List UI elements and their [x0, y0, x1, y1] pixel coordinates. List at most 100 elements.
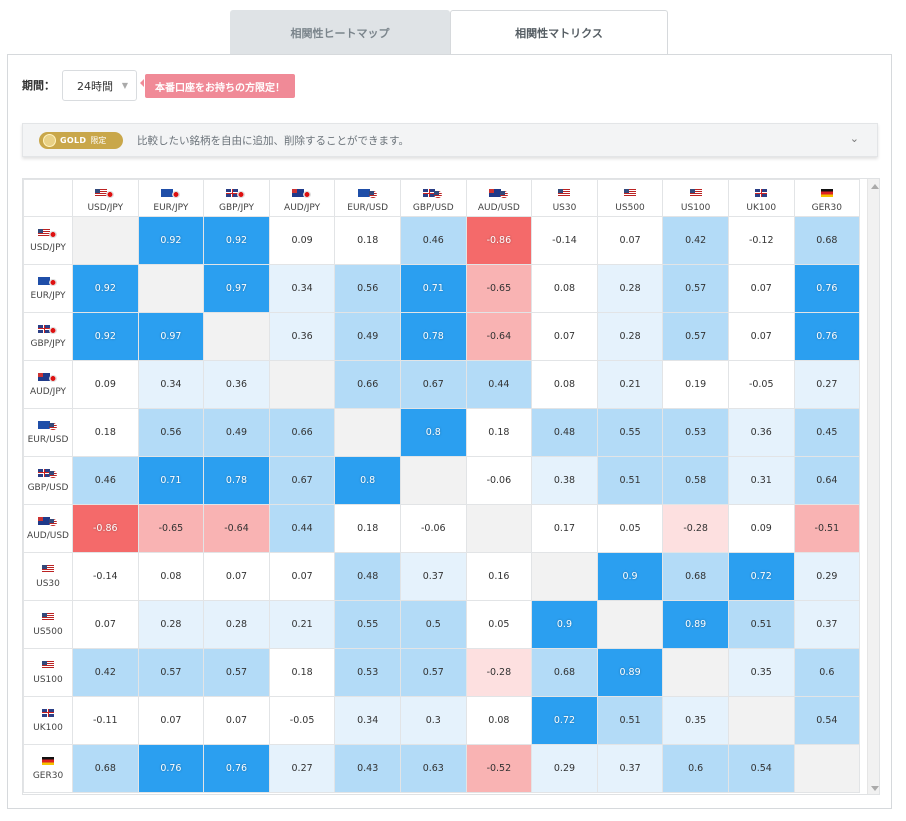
- matrix-cell: 0.42: [72, 648, 139, 697]
- column-header: US100: [662, 179, 729, 217]
- flag-icon: [686, 189, 706, 198]
- matrix-cell: 0.68: [531, 648, 598, 697]
- matrix-cell: 0.34: [334, 696, 401, 745]
- matrix-cell: 0.71: [399, 264, 467, 313]
- matrix-cell: 0.66: [268, 408, 336, 457]
- matrix-cell: -0.14: [531, 216, 598, 265]
- flag-icon: [38, 660, 58, 670]
- row-header: GBP/USD: [23, 456, 73, 505]
- matrix-cell: 0.05: [596, 504, 664, 553]
- matrix-cell: 0.28: [137, 600, 205, 649]
- matrix-cell: 0.29: [531, 744, 598, 793]
- flag-icon: [292, 189, 312, 198]
- flag-icon: [38, 468, 58, 478]
- matrix-cell: -0.05: [268, 696, 336, 745]
- matrix-cell: [727, 696, 795, 745]
- matrix-cell: 0.56: [334, 264, 401, 313]
- matrix-cell: 0.51: [596, 696, 664, 745]
- flag-icon: [226, 189, 246, 198]
- flag-icon: [488, 189, 509, 198]
- matrix-cell: -0.12: [727, 216, 795, 265]
- column-header: US500: [596, 179, 664, 217]
- row-header-label: UK100: [33, 722, 63, 733]
- matrix-cell: [596, 600, 664, 649]
- matrix-cell: 0.53: [662, 408, 729, 457]
- matrix-cell: 0.07: [268, 552, 336, 601]
- flag-icon: [554, 189, 574, 198]
- column-header: AUD/USD: [465, 179, 533, 217]
- matrix-cell: 0.17: [531, 504, 598, 553]
- matrix-cell: 0.28: [596, 312, 664, 361]
- matrix-cell: -0.86: [465, 216, 533, 265]
- matrix-cell: 0.68: [72, 744, 139, 793]
- matrix-cell: 0.42: [662, 216, 729, 265]
- row-header-label: US30: [36, 578, 60, 589]
- row-header-label: GBP/JPY: [30, 338, 66, 349]
- matrix-cell: 0.63: [399, 744, 467, 793]
- matrix-cell: 0.27: [793, 360, 861, 409]
- row-header-label: AUD/USD: [27, 530, 69, 541]
- tab-matrix[interactable]: 相関性マトリクス: [450, 10, 668, 55]
- matrix-cell: 0.97: [137, 312, 205, 361]
- matrix-cell: 0.18: [334, 216, 401, 265]
- matrix-cell: [72, 216, 139, 265]
- matrix-corner: [23, 179, 73, 217]
- matrix-cell: -0.65: [137, 504, 205, 553]
- flag-icon: [38, 372, 58, 382]
- matrix-cell: [399, 456, 467, 505]
- matrix-cell: 0.92: [203, 216, 270, 265]
- column-header-label: GBP/USD: [412, 203, 454, 213]
- row-header: EUR/USD: [23, 408, 73, 457]
- matrix-cell: [268, 360, 336, 409]
- matrix-cell: 0.37: [793, 600, 861, 649]
- matrix-cell: 0.66: [334, 360, 401, 409]
- scroll-up-icon[interactable]: [871, 184, 879, 189]
- flag-icon: [817, 189, 837, 198]
- matrix-cell: 0.07: [727, 264, 795, 313]
- matrix-cell: 0.54: [793, 696, 861, 745]
- matrix-scrollbar[interactable]: [867, 179, 879, 794]
- matrix-cell: 0.07: [531, 312, 598, 361]
- gold-feature-bar[interactable]: GOLD 限定 比較したい銘柄を自由に追加、削除することができます。 ⌄: [22, 123, 878, 157]
- matrix-cell: 0.67: [399, 360, 467, 409]
- flag-icon: [38, 228, 58, 238]
- matrix-cell: 0.07: [137, 696, 205, 745]
- column-header-label: USD/JPY: [87, 203, 124, 213]
- flag-icon: [38, 756, 58, 766]
- row-header-label: GER30: [32, 770, 64, 781]
- period-select[interactable]: 24時間 ▼: [62, 70, 137, 101]
- row-header: USD/JPY: [23, 216, 73, 265]
- matrix-cell: 0.57: [137, 648, 205, 697]
- matrix-cell: 0.48: [334, 552, 401, 601]
- matrix-table: USD/JPY EUR/JPY GBP/JPY AUD/JPY EUR/USD GBP/U…: [23, 179, 861, 793]
- matrix-cell: 0.08: [531, 264, 598, 313]
- matrix-cell: 0.49: [334, 312, 401, 361]
- column-header-label: US100: [680, 203, 711, 213]
- matrix-row: US500 0.07 0.28 0.28 0.21 0.55 0.5 0.05 0.9 0.89 0…: [23, 600, 861, 649]
- matrix-cell: [793, 744, 861, 793]
- matrix-cell: 0.8: [399, 408, 467, 457]
- matrix-row: GBP/USD 0.46 0.71 0.78 0.67 0.8 -0.06 0.38 0.51 0…: [23, 456, 861, 505]
- row-header-label: GBP/USD: [27, 482, 69, 493]
- row-header: US500: [23, 600, 73, 649]
- matrix-cell: 0.21: [268, 600, 336, 649]
- matrix-cell: 0.18: [72, 408, 139, 457]
- tab-heatmap[interactable]: 相関性ヒートマップ: [230, 10, 450, 55]
- matrix-cell: [465, 504, 533, 553]
- scroll-down-icon[interactable]: [871, 786, 879, 791]
- matrix-cell: 0.46: [72, 456, 139, 505]
- matrix-cell: -0.52: [465, 744, 533, 793]
- matrix-cell: -0.11: [72, 696, 139, 745]
- matrix-cell: -0.64: [203, 504, 270, 553]
- row-header: AUD/JPY: [23, 360, 73, 409]
- matrix-cell: 0.36: [203, 360, 270, 409]
- matrix-cell: 0.07: [596, 216, 664, 265]
- matrix-row: EUR/JPY 0.92 0.97 0.34 0.56 0.71 -0.65 0.08 0.28…: [23, 264, 861, 313]
- matrix-row: UK100 -0.11 0.07 0.07 -0.05 0.34 0.3 0.08 0.72 0.…: [23, 696, 861, 745]
- matrix-cell: 0.09: [727, 504, 795, 553]
- flag-icon: [751, 189, 771, 198]
- matrix-cell: 0.55: [596, 408, 664, 457]
- flag-icon: [38, 612, 58, 622]
- chevron-down-icon[interactable]: ⌄: [849, 132, 859, 145]
- chevron-down-icon: ▼: [121, 81, 128, 90]
